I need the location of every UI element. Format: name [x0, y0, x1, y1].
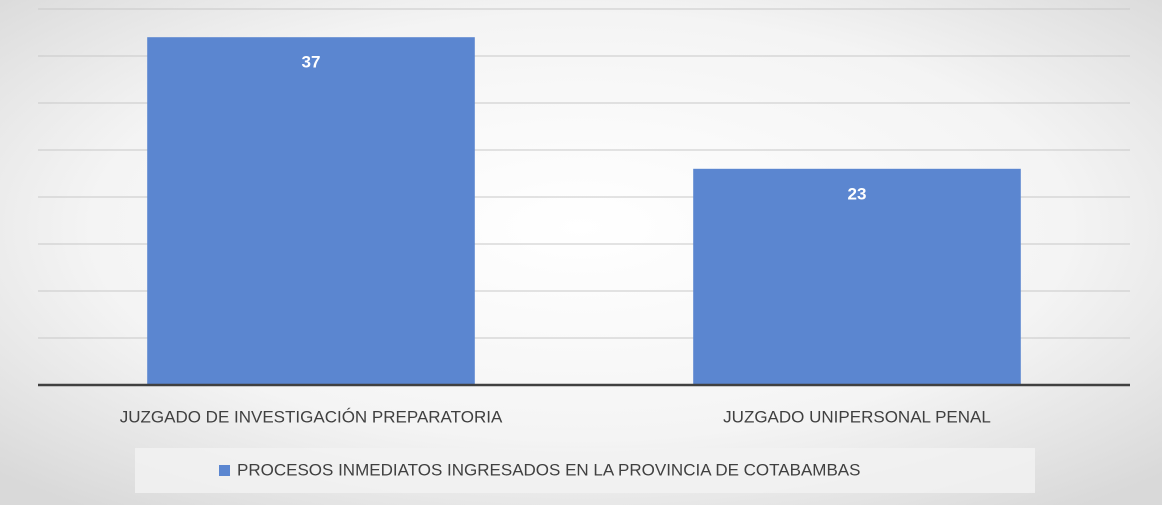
data-label: 37 — [302, 53, 321, 72]
x-tick-label: JUZGADO DE INVESTIGACIÓN PREPARATORIA — [120, 407, 503, 426]
bar — [693, 168, 1021, 385]
legend-label: PROCESOS INMEDIATOS INGRESADOS EN LA PRO… — [237, 460, 860, 479]
data-label: 23 — [848, 184, 867, 203]
bar — [147, 37, 475, 385]
legend-marker — [219, 465, 230, 476]
legend-box — [135, 448, 1035, 493]
x-tick-label: JUZGADO UNIPERSONAL PENAL — [723, 407, 991, 426]
